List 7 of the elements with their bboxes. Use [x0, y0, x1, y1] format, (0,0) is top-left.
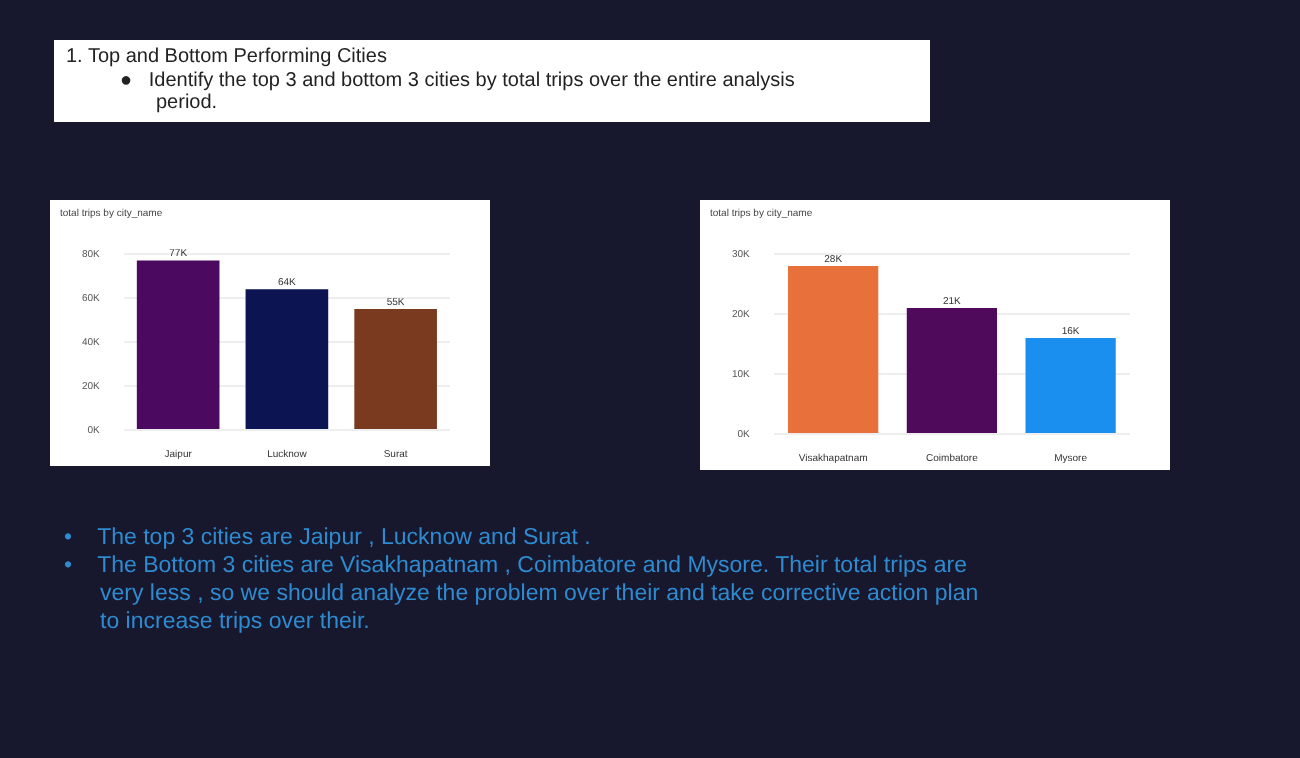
- bar: [906, 308, 998, 433]
- bar: [788, 266, 879, 433]
- text: • The Bottom 3 cities are Visakhapatnam , Coimbatore and Mysore. Their total trips are very less , so we should analyze the problem over their and take corrective action plan to increase trips over their.: [64, 552, 981, 636]
- text: 1. Top and Bottom Performing Cities: [66, 46, 389, 68]
- text: ● Identify the top 3 and bottom 3 cities by total trips over the entire analysis period.: [120, 70, 797, 114]
- text: • The top 3 cities are Jaipur , Lucknow and Surat .: [64, 524, 593, 552]
- bar: [1025, 338, 1116, 433]
